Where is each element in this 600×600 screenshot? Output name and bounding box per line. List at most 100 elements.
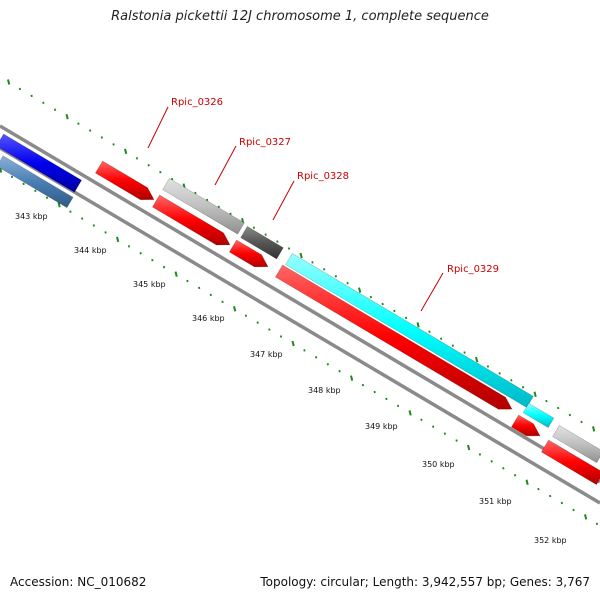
gene-red-right[interactable] xyxy=(541,439,600,486)
inner-tick xyxy=(10,175,14,179)
inner-tick xyxy=(478,453,482,456)
accession-text: Accession: NC_010682 xyxy=(10,575,147,589)
outer-tick xyxy=(42,101,45,105)
outer-tick xyxy=(533,391,537,397)
gene-red-1[interactable] xyxy=(95,160,155,201)
outer-tick xyxy=(100,136,103,139)
inner-tick xyxy=(256,321,259,324)
leader-rpic-0328 xyxy=(272,180,295,221)
inner-tick xyxy=(315,356,318,359)
inner-tick xyxy=(186,279,189,283)
outer-tick xyxy=(194,191,197,195)
outer-tick xyxy=(557,406,560,410)
inner-tick xyxy=(525,479,529,485)
outer-tick xyxy=(346,281,349,285)
outer-tick xyxy=(252,226,256,229)
inner-tick xyxy=(244,314,248,317)
inner-tick xyxy=(22,182,25,186)
outer-tick xyxy=(510,379,513,382)
backbone xyxy=(0,124,600,505)
outer-tick xyxy=(124,148,128,155)
inner-tick xyxy=(385,397,388,401)
gene-rpic-0327[interactable] xyxy=(162,177,245,235)
inner-tick xyxy=(291,340,295,347)
inner-tick xyxy=(116,236,120,243)
outer-tick xyxy=(475,356,479,363)
scale-label-344: 344 kbp xyxy=(74,246,107,255)
scale-label-345: 345 kbp xyxy=(133,280,166,289)
gene-red-2[interactable] xyxy=(152,194,231,246)
label-rpic-0329[interactable]: Rpic_0329 xyxy=(447,264,499,275)
inner-tick xyxy=(420,418,423,421)
gene-rpic-0328[interactable] xyxy=(240,225,284,260)
gene-red-3[interactable] xyxy=(229,239,269,268)
outer-tick xyxy=(264,233,267,236)
outer-tick xyxy=(358,287,362,293)
gene-rpic-0329[interactable] xyxy=(285,252,534,408)
inner-tick xyxy=(490,460,493,463)
outer-tick xyxy=(486,365,490,368)
scale-label-352: 352 kbp xyxy=(534,536,567,545)
outer-tick xyxy=(568,413,571,417)
outer-tick xyxy=(580,420,583,424)
inner-tick xyxy=(455,439,458,442)
inner-tick xyxy=(513,474,517,477)
inner-tick xyxy=(467,444,471,451)
outer-tick xyxy=(206,198,209,202)
inner-tick-track xyxy=(0,167,599,526)
scale-label-346: 346 kbp xyxy=(192,314,225,323)
scale-label-347: 347 kbp xyxy=(250,350,283,359)
outer-tick xyxy=(159,170,162,174)
gene-red-4[interactable] xyxy=(511,414,541,437)
scale-label-349: 349 kbp xyxy=(365,422,398,431)
label-rpic-0328[interactable]: Rpic_0328 xyxy=(297,171,349,182)
inner-tick xyxy=(45,196,49,199)
label-rpic-0327[interactable]: Rpic_0327 xyxy=(239,137,291,148)
inner-tick xyxy=(151,258,154,262)
inner-tick xyxy=(572,508,575,512)
outer-tick xyxy=(451,344,454,347)
outer-tick xyxy=(393,309,396,313)
inner-tick xyxy=(198,286,201,290)
outer-tick xyxy=(77,122,80,125)
scale-labels: 343 kbp 344 kbp 345 kbp 346 kbp 347 kbp … xyxy=(15,212,567,545)
inner-tick xyxy=(221,300,224,304)
inner-tick xyxy=(209,293,212,297)
scale-label-351: 351 kbp xyxy=(479,497,512,506)
outer-tick xyxy=(135,157,139,160)
inner-tick xyxy=(595,522,599,526)
outer-tick xyxy=(18,87,22,91)
outer-tick xyxy=(369,295,373,299)
inner-tick xyxy=(373,390,376,394)
inner-tick xyxy=(174,271,178,277)
outer-tick xyxy=(112,143,115,146)
scale-label-343: 343 kbp xyxy=(15,212,48,221)
inner-tick xyxy=(537,487,540,491)
gene-cyan-tail[interactable] xyxy=(522,402,555,428)
inner-tick xyxy=(104,231,107,234)
outer-tick xyxy=(89,129,92,132)
inner-tick xyxy=(92,224,95,227)
gene-steel-partial[interactable] xyxy=(0,155,74,209)
outer-tick xyxy=(428,330,431,333)
inner-tick xyxy=(560,501,563,505)
inner-tick xyxy=(81,217,84,220)
gene-blue-partial[interactable] xyxy=(0,133,82,193)
inner-tick xyxy=(127,245,131,248)
inner-tick xyxy=(432,425,435,428)
label-rpic-0326[interactable]: Rpic_0326 xyxy=(171,97,223,108)
inner-tick xyxy=(233,306,237,312)
gene-grey-right[interactable] xyxy=(552,424,600,464)
gene-red-long[interactable] xyxy=(275,264,513,410)
inner-tick xyxy=(361,383,365,387)
outer-tick xyxy=(521,386,525,389)
outer-tick xyxy=(323,268,326,271)
topology-summary: Topology: circular; Length: 3,942,557 bp… xyxy=(260,575,590,589)
inner-tick xyxy=(34,189,37,193)
outer-tick xyxy=(147,164,150,167)
outer-tick xyxy=(299,252,303,259)
inner-tick xyxy=(0,167,3,173)
outer-tick xyxy=(276,240,279,243)
inner-tick xyxy=(57,201,61,208)
